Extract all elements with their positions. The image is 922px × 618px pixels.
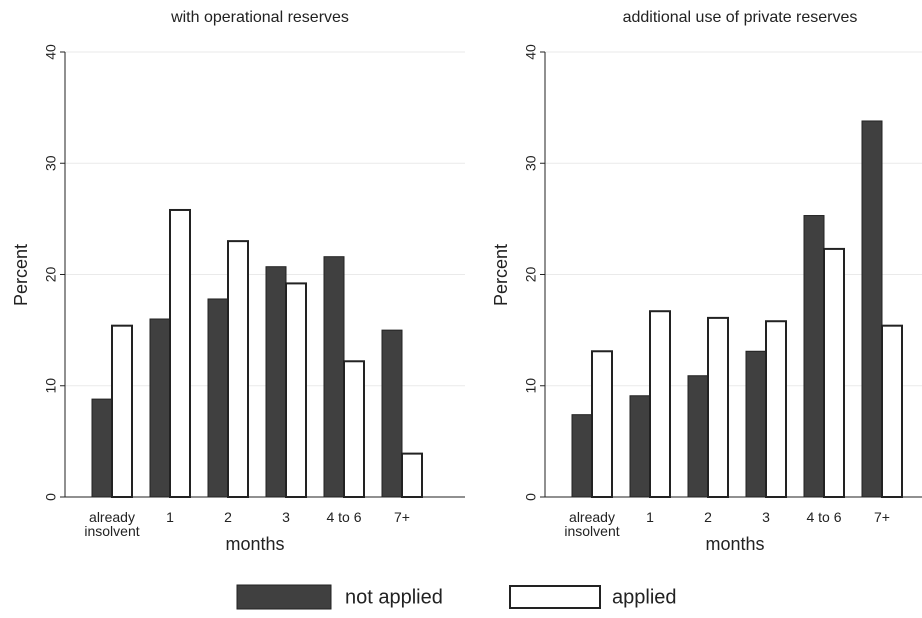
- x-axis-label: months: [225, 534, 284, 554]
- x-tick-label: already insolvent: [84, 509, 140, 539]
- y-axis-label: Percent: [11, 244, 31, 306]
- y-tick-label: 10: [523, 378, 539, 394]
- y-tick-label: 40: [523, 44, 539, 60]
- bar: [687, 375, 709, 498]
- bar: [707, 316, 729, 499]
- bar: [401, 452, 423, 498]
- x-tick-label: 7+: [394, 509, 410, 525]
- chart-title: with operational reserves: [170, 9, 349, 26]
- bar: [381, 329, 403, 498]
- bar: [823, 247, 845, 498]
- x-tick-label: 2: [224, 509, 232, 525]
- bar: [765, 320, 787, 498]
- bar: [323, 256, 345, 498]
- bar: [265, 266, 287, 498]
- y-tick-label: 0: [43, 493, 59, 501]
- x-tick-label: 1: [646, 509, 654, 525]
- bar: [149, 318, 171, 498]
- y-tick-label: 0: [523, 493, 539, 501]
- bar: [571, 414, 593, 498]
- legend-label: not applied: [345, 586, 443, 608]
- y-tick-label: 40: [43, 44, 59, 60]
- bar: [803, 215, 825, 498]
- bar: [227, 240, 249, 498]
- bar: [285, 282, 307, 498]
- x-tick-label: 3: [762, 509, 770, 525]
- chart-title: additional use of private reserves: [623, 9, 858, 26]
- legend-swatch: [236, 584, 332, 610]
- bar: [881, 324, 903, 498]
- y-tick-label: 10: [43, 378, 59, 394]
- bar: [649, 310, 671, 498]
- x-tick-label: 4 to 6: [806, 509, 842, 525]
- x-tick-label: 2: [704, 509, 712, 525]
- y-tick-label: 30: [523, 155, 539, 171]
- x-tick-label: 7+: [874, 509, 890, 525]
- bar: [343, 360, 365, 498]
- bar: [629, 395, 651, 498]
- bar: [207, 298, 229, 498]
- legend-swatch: [509, 585, 601, 609]
- x-tick-label: 1: [166, 509, 174, 525]
- bar: [111, 324, 133, 498]
- y-tick-label: 30: [43, 155, 59, 171]
- y-tick-label: 20: [523, 267, 539, 283]
- legend-label: applied: [612, 586, 677, 608]
- bar: [591, 350, 613, 499]
- bar: [861, 120, 883, 498]
- x-tick-label: 4 to 6: [326, 509, 362, 525]
- y-tick-label: 20: [43, 267, 59, 283]
- x-tick-label: already insolvent: [564, 509, 620, 539]
- x-tick-label: 3: [282, 509, 290, 525]
- bar: [169, 208, 191, 498]
- x-axis-label: months: [705, 534, 764, 554]
- bar: [91, 398, 113, 498]
- y-axis-label: Percent: [491, 244, 511, 306]
- bar: [745, 350, 767, 498]
